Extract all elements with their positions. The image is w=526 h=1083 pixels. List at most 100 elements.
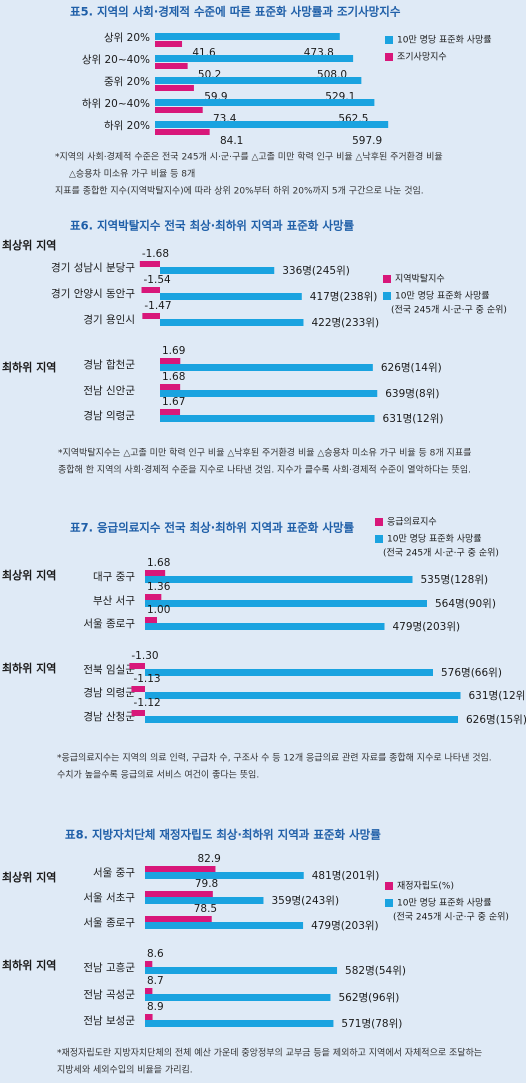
rate-label: 417명(238위) [310,290,378,303]
bar [155,63,188,69]
index-label: 1.00 [147,604,170,616]
index-label: -1.12 [134,697,161,709]
rate-label: 571명(78위) [341,1017,402,1030]
index-label: -1.30 [131,650,158,662]
footnote: *재정자립도란 지방자치단체의 전체 예산 가운데 중앙정부의 교부금 등을 제… [57,1047,482,1059]
rate-bar [145,623,385,630]
category-label: 전남 신안군 [83,385,135,397]
category-label: 중위 20% [104,75,150,88]
index-bar [160,358,181,364]
rate-bar [160,390,378,397]
category-label: 서울 종로구 [83,618,135,630]
index-label: -1.13 [133,673,160,685]
category-label: 전남 보성군 [83,1015,135,1027]
index-bar [145,961,153,967]
rate-label: 582명(54위) [345,964,406,977]
index-bar [145,1014,153,1020]
rate-label: 336명(245위) [282,264,350,277]
category-label: 전북 임실군 [83,663,135,676]
category-label: 경기 성남시 분당구 [51,261,135,274]
footnote: 종합해 한 지역의 사회·경제적 수준을 지수로 나타낸 것임. 지수가 클수록… [58,464,471,476]
category-label: 경기 안양시 동안구 [51,287,135,300]
group-label: 최하위 지역 [2,661,56,675]
category-label: 경남 의령군 [83,409,135,422]
rate-label: 359명(243위) [271,894,339,907]
index-label: 79.8 [195,878,218,890]
bar [155,121,389,128]
legend-label: 10만 명당 표준화 사망률 [395,291,490,302]
chart-title: 표7. 응급의료지수 전국 최상·최하위 지역과 표준화 사망률 [70,521,355,535]
legend-swatch [383,275,391,283]
index-label: 1.36 [147,581,171,593]
chart-title: 표8. 지방자치단체 재정자립도 최상·최하위 지역과 표준화 사망률 [65,828,381,842]
group-label: 최상위 지역 [2,238,56,252]
rate-bar [145,692,461,699]
category-label: 하위 20~40% [82,97,150,110]
bar [155,85,194,91]
footnote: 수치가 높을수록 응급의료 서비스 여건이 좋다는 뜻임. [57,769,259,781]
legend-label: 조기사망지수 [397,52,447,63]
category-label: 하위 20% [104,119,150,132]
index-label: 1.68 [147,557,170,569]
index-label: 1.67 [162,396,185,408]
rate-label: 564명(90위) [435,597,496,610]
footnote: *응급의료지수는 지역의 의료 인력, 구급차 수, 구조사 수 등 12개 응… [57,752,492,764]
legend-note: (전국 245개 시·군·구 중 순위) [391,305,507,316]
index-bar [145,988,153,994]
legend-label: 재정자립도(%) [397,881,454,892]
legend-swatch [385,36,393,44]
category-label: 경남 의령군 [83,686,135,699]
chart-title: 표6. 지역박탈지수 전국 최상·최하위 지역과 표준화 사망률 [70,219,355,233]
category-label: 전남 곡성군 [83,989,135,1001]
index-bar [145,866,216,872]
legend-label: 지역박탈지수 [395,274,445,285]
group-label: 최하위 지역 [2,958,56,972]
legend-label: 응급의료지수 [387,517,437,528]
index-bar [160,409,181,415]
category-label: 대구 중구 [93,571,135,583]
index-bar [145,594,162,600]
index-bar [139,261,160,267]
legend-label: 10만 명당 표준화 사망률 [387,534,482,545]
legend-swatch [385,899,393,907]
category-label: 서울 중구 [93,867,135,879]
rate-label: 631명(12위) [383,412,444,425]
index-bar [145,617,157,623]
index-bar [145,570,166,576]
rate-bar [145,669,433,676]
category-label: 부산 서구 [93,595,135,607]
footnote: △승용차 미소유 가구 비율 등 8개 [69,168,195,180]
rate-bar [160,319,304,326]
rate-label: 481명(201위) [312,869,380,882]
rate-bar [145,897,264,904]
bar [155,107,203,113]
rate-bar [160,415,375,422]
footnote: *지역의 사회·경제적 수준은 전국 245개 시·군·구를 △고졸 미만 학력… [55,151,443,163]
index-bar [131,710,145,716]
footnote: *지역박탈지수는 △고졸 미만 학력 인구 비율 △낙후된 주거환경 비율 △승… [58,447,471,459]
legend-label: 10만 명당 표준화 사망률 [397,35,492,46]
rate-label: 576명(66위) [441,666,502,679]
legend-swatch [375,535,383,543]
legend-note: (전국 245개 시·군·구 중 순위) [383,548,499,559]
group-label: 최상위 지역 [2,870,56,884]
legend-swatch [385,882,393,890]
value-label: 84.1 [220,135,243,147]
rate-bar [145,872,304,879]
index-label: -1.47 [144,300,171,312]
rate-label: 639명(8위) [385,387,439,400]
bar [155,99,375,106]
chart-title: 표5. 지역의 사회·경제적 수준에 따른 표준화 사망률과 조기사망지수 [70,5,401,19]
rate-bar [145,967,338,974]
index-label: 78.5 [194,903,217,915]
index-bar [141,287,160,293]
rate-label: 631명(12위) [469,689,526,702]
bar [155,41,183,47]
index-bar [131,686,145,692]
category-label: 서울 종로구 [83,917,135,929]
category-label: 상위 20% [104,31,150,44]
index-bar [160,384,181,390]
category-label: 경남 합천군 [83,358,135,371]
index-bar [145,891,213,897]
rate-label: 535명(128위) [421,573,489,586]
